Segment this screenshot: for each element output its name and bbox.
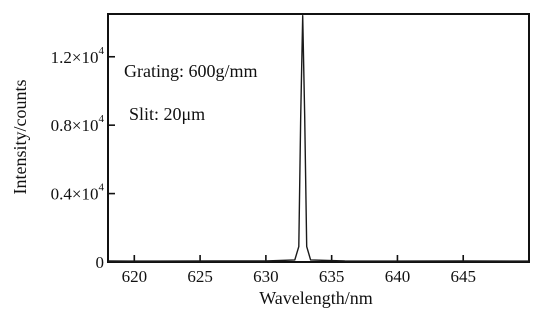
x-tick-label: 625 (187, 267, 213, 286)
grating-annotation: Grating: 600g/mm (124, 61, 258, 81)
y-tick-label: 0.8×104 (51, 113, 105, 135)
x-tick-label: 630 (253, 267, 279, 286)
spectrum-line (107, 14, 530, 262)
x-tick-label: 645 (450, 267, 476, 286)
x-tick-label: 620 (122, 267, 148, 286)
slit-annotation: Slit: 20μm (129, 104, 205, 124)
y-axis-label: Intensity/counts (10, 80, 30, 195)
plot-frame (107, 13, 530, 263)
y-tick-label: 1.2×104 (51, 45, 105, 67)
x-tick-label: 640 (385, 267, 411, 286)
y-tick-label: 0.4×104 (51, 182, 105, 204)
x-tick-label: 635 (319, 267, 345, 286)
y-tick-label: 0 (96, 253, 105, 272)
x-axis-label: Wavelength/nm (259, 288, 373, 308)
